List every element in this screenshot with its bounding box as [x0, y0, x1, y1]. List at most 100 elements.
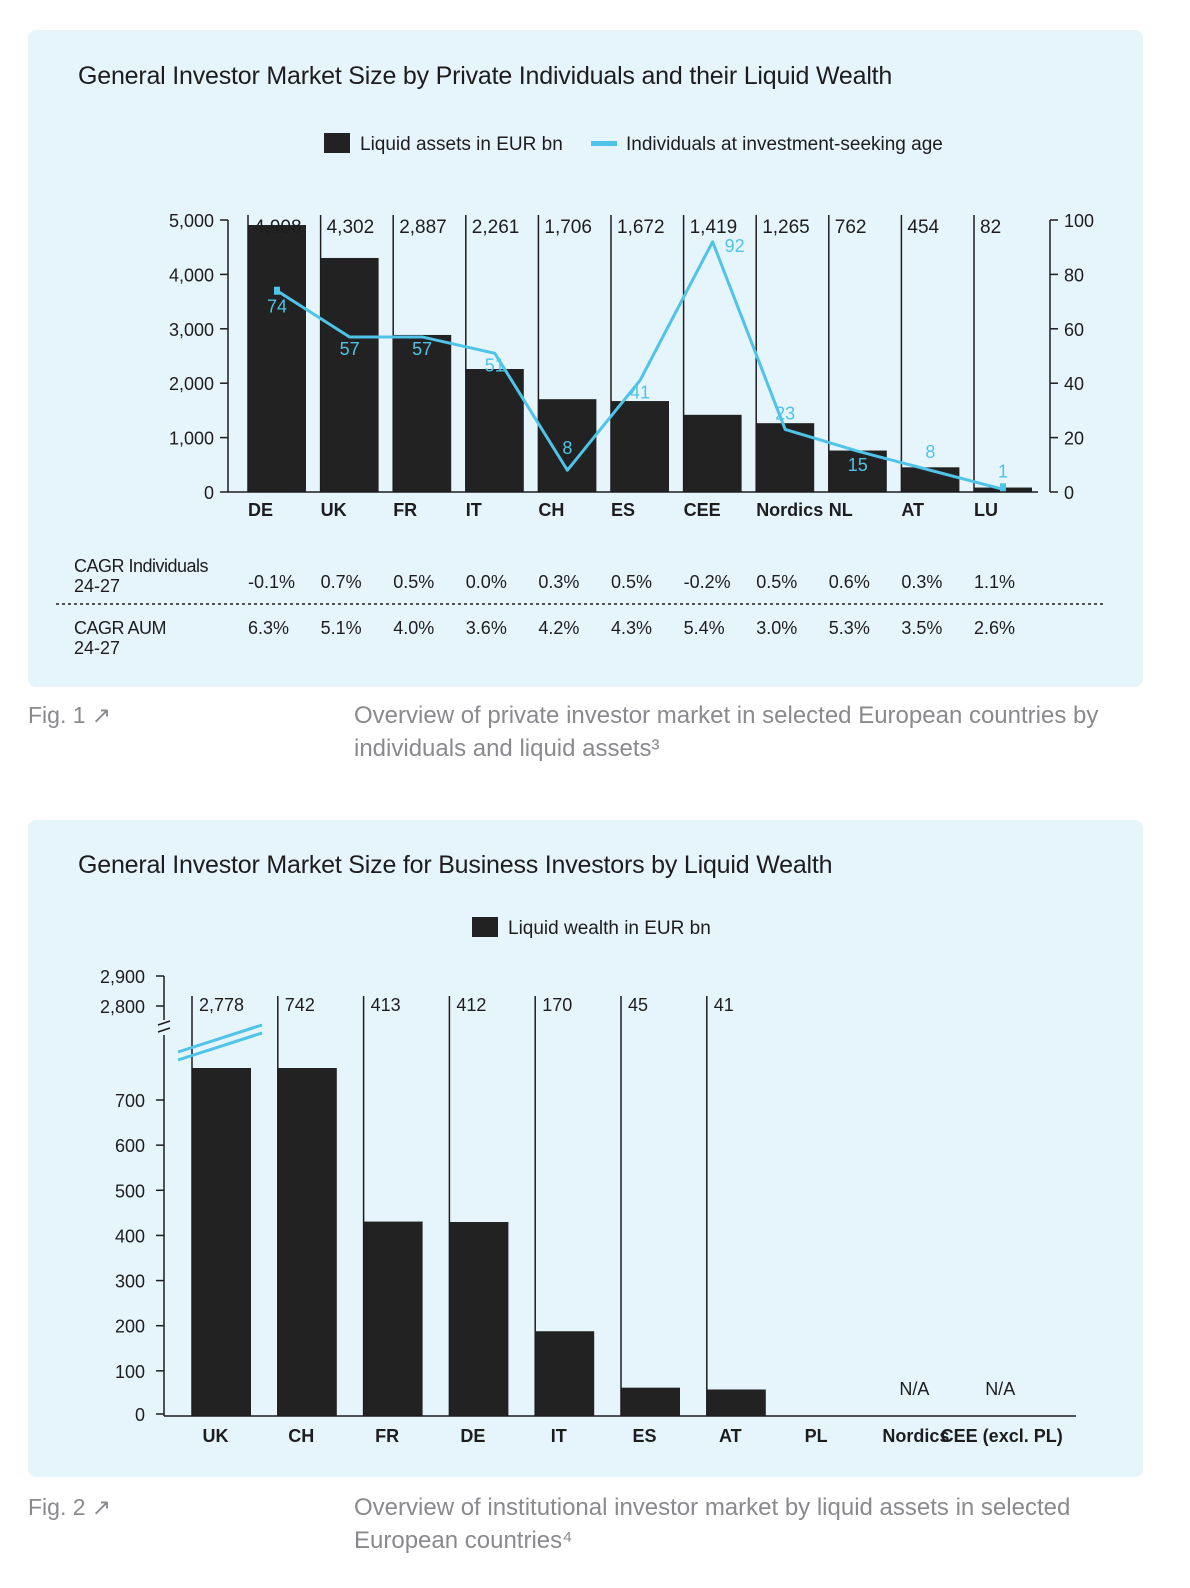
category-label: LU [974, 500, 998, 520]
y2-tick-label: 40 [1064, 374, 1084, 394]
cagr-individuals-value: 1.1% [974, 572, 1015, 592]
figure-1-label: Fig. 1 ↗ [28, 702, 112, 728]
line-individuals [276, 240, 1004, 491]
line-point-label: 41 [630, 382, 650, 402]
line-point-label: 92 [725, 236, 745, 256]
bar-value-label: 412 [456, 995, 486, 1015]
category-label: DE [460, 1426, 485, 1446]
legend-swatch-liquid-assets [324, 133, 350, 153]
cagr-aum-value: 2.6% [974, 618, 1015, 638]
bar-value-label: 45 [628, 995, 648, 1015]
y-tick-label: 200 [115, 1317, 145, 1337]
legend-swatch-individuals [591, 141, 617, 146]
line-point-label: 8 [925, 442, 935, 462]
cagr-individuals-value: 0.5% [756, 572, 797, 592]
cagr-aum-value: 3.5% [901, 618, 942, 638]
bar-es [611, 401, 669, 492]
cagr-individuals-value: 0.5% [611, 572, 652, 592]
y-tick-label: 1,000 [169, 429, 214, 449]
cagr-individuals-value: 0.3% [538, 572, 579, 592]
figure-1-caption: Overview of private investor market in s… [354, 702, 1099, 762]
bar-fr [363, 1221, 423, 1416]
line-point-label: 74 [267, 297, 287, 317]
bar-it [535, 1331, 595, 1416]
bar-es [621, 1387, 680, 1416]
bar-value-label: 742 [285, 995, 315, 1015]
y-tick-label: 0 [204, 483, 214, 503]
category-label: Nordics [882, 1426, 949, 1446]
y-tick-label: 2,900 [100, 967, 145, 987]
bar-ch [277, 1068, 337, 1416]
cagr-aum-value: 5.3% [829, 618, 870, 638]
figure-2-caption: Overview of institutional investor marke… [354, 1494, 1071, 1554]
bar-value-label: 1,672 [617, 217, 665, 238]
category-label: FR [375, 1426, 399, 1446]
figure-1-title: General Investor Market Size by Private … [78, 62, 893, 90]
bar-value-label: 41 [714, 995, 734, 1015]
cagr-aum-label: CAGR AUM [74, 618, 166, 638]
y2-tick-label: 20 [1064, 429, 1084, 449]
bar-fr [393, 334, 452, 492]
cagr-individuals-value: 0.5% [393, 572, 434, 592]
bar-value-label: 82 [980, 217, 1001, 238]
bar-value-label: 2,261 [472, 217, 520, 238]
y2-tick-label: 60 [1064, 320, 1084, 340]
legend-swatch-liquid-wealth [472, 917, 498, 937]
category-label: ES [611, 500, 635, 520]
y-tick-label: 2,000 [169, 374, 214, 394]
cagr-aum-value: 5.1% [321, 618, 362, 638]
cagr-aum-value: 6.3% [248, 618, 289, 638]
category-label: FR [393, 500, 417, 520]
axis-break-mark [157, 1020, 171, 1026]
bar-value-label: 413 [371, 995, 401, 1015]
bar-value-label: 1,706 [544, 217, 592, 238]
cagr-individuals-value: 0.7% [321, 572, 362, 592]
y-tick-label: 300 [115, 1272, 145, 1292]
legend-label-liquid-assets: Liquid assets in EUR bn [360, 134, 563, 155]
y2-tick-label: 100 [1064, 211, 1094, 231]
bar-value-label: 4,302 [327, 217, 375, 238]
figure-2-title: General Investor Market Size for Busines… [78, 851, 833, 879]
category-label: PL [805, 1426, 828, 1446]
y2-tick-label: 80 [1064, 265, 1084, 285]
bar-value-label: 2,887 [399, 217, 447, 238]
cagr-aum-period: 24-27 [74, 638, 120, 658]
cagr-aum-value: 4.2% [538, 618, 579, 638]
cagr-aum-value: 4.0% [393, 618, 434, 638]
cagr-aum-value: 4.3% [611, 618, 652, 638]
y-tick-label: 2,800 [100, 997, 145, 1017]
bar-de [248, 225, 306, 492]
y-tick-label: 500 [115, 1181, 145, 1201]
cagr-individuals-value: -0.1% [248, 572, 295, 592]
y-tick-label: 5,000 [169, 211, 214, 231]
category-label: IT [551, 1426, 567, 1446]
bar-value-label: 762 [835, 217, 867, 238]
bar-it [465, 369, 524, 492]
category-label: CH [538, 500, 564, 520]
category-label: ES [632, 1426, 656, 1446]
figure-2-panel: General Investor Market Size for Busines… [28, 820, 1143, 1477]
category-label: Nordics [756, 500, 823, 520]
figure-1-chart: Liquid assets in EUR bn Individuals at in… [56, 133, 1106, 658]
line-point-label: 23 [775, 403, 795, 423]
bar-uk [320, 257, 379, 492]
category-label: CEE [684, 500, 721, 520]
cagr-individuals-value: 0.3% [901, 572, 942, 592]
bar-at [706, 1389, 766, 1416]
figure-2-chart: Liquid wealth in EUR bn 0 100 200 300 400 500 6… [100, 917, 1076, 1446]
cagr-individuals-value: 0.0% [466, 572, 507, 592]
line-point-label: 51 [485, 355, 505, 375]
bar-cee [683, 414, 742, 492]
cagr-aum-value: 5.4% [684, 618, 725, 638]
line-marker-start [274, 286, 280, 295]
cagr-individuals-value: -0.2% [684, 572, 731, 592]
legend-label-liquid-wealth: Liquid wealth in EUR bn [508, 918, 711, 939]
y-tick-label: 0 [135, 1405, 145, 1425]
cagr-individuals-period: 24-27 [74, 576, 120, 596]
category-label: CH [288, 1426, 314, 1446]
y2-tick-label: 0 [1064, 483, 1074, 503]
line-marker-end [1000, 483, 1006, 492]
category-label: UK [203, 1426, 229, 1446]
na-label: N/A [985, 1379, 1015, 1399]
bar-value-label: 2,778 [199, 995, 244, 1015]
